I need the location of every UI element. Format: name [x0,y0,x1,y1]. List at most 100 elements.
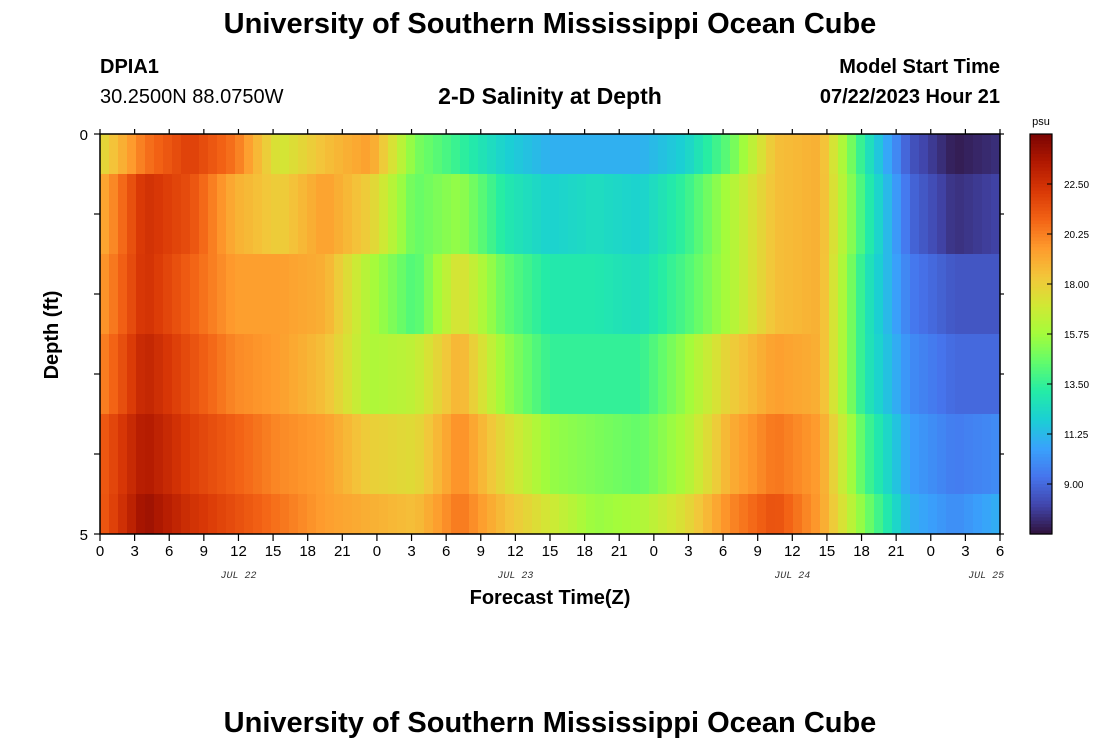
heatmap-cell [136,254,146,334]
heatmap-cell [523,494,533,534]
heatmap-cell [550,254,560,334]
heatmap-cell [442,174,452,254]
heatmap-cell [955,414,965,494]
colorbar-segment [1030,524,1052,528]
heatmap-cell [370,334,380,414]
colorbar-segment [1030,397,1052,402]
heatmap-cell [433,494,443,534]
colorbar-segment [1030,290,1052,295]
heatmap-cell [568,334,578,414]
heatmap-cell [226,174,236,254]
x-tick-label: 6 [165,543,173,560]
heatmap-cell [487,134,497,174]
heatmap-cell [946,134,956,174]
heatmap-cell [820,414,830,494]
heatmap-cell [298,174,308,254]
heatmap-cell [568,494,578,534]
heatmap-cell [676,134,686,174]
x-tick-label: 12 [230,543,247,560]
heatmap-cell [577,334,587,414]
colorbar-segment [1030,497,1052,502]
heatmap-cell [775,134,785,174]
heatmap-cell [370,254,380,334]
heatmap-cell [622,414,632,494]
heatmap-cell [964,174,974,254]
colorbar-segment [1030,530,1052,535]
heatmap-cell [595,134,605,174]
heatmap-cell [460,414,470,494]
x-tick-label: 18 [299,543,316,560]
colorbar-segment [1030,314,1052,318]
colorbar-segment [1030,414,1052,418]
heatmap-cell [946,174,956,254]
heatmap-cell [685,134,695,174]
heatmap-cell [280,174,290,254]
heatmap-cell [559,254,569,334]
heatmap-cell [928,174,938,254]
heatmap-cell [694,134,704,174]
heatmap-cell [784,174,794,254]
heatmap-cell [928,414,938,494]
heatmap-cell [658,254,668,334]
heatmap-cell [478,494,488,534]
colorbar-segment [1030,430,1052,435]
heatmap-cell [865,134,875,174]
heatmap-cell [640,414,650,494]
heatmap-cell [667,334,677,414]
colorbar-segment [1030,134,1052,138]
heatmap-cell [172,334,182,414]
heatmap-cell [406,414,416,494]
heatmap-cell [766,174,776,254]
heatmap-cell [181,254,191,334]
x-tick-label: 9 [754,543,762,560]
heatmap-cell [568,414,578,494]
heatmap-cell [352,254,362,334]
heatmap-cell [964,134,974,174]
colorbar-segment [1030,474,1052,478]
heatmap-cell [640,334,650,414]
heatmap-cell [505,254,515,334]
heatmap-cell [235,494,245,534]
heatmap-cell [442,254,452,334]
colorbar-segment [1030,424,1052,428]
heatmap-cell [838,254,848,334]
heatmap-cell [388,494,398,534]
heatmap-cell [208,254,218,334]
heatmap-cell [253,254,263,334]
heatmap-cell [163,174,173,254]
heatmap-cell [550,134,560,174]
heatmap-cell [946,494,956,534]
colorbar-segment [1030,157,1052,162]
x-tick-label: 0 [373,543,381,560]
heatmap-cell [109,174,119,254]
heatmap-cell [739,334,749,414]
colorbar-segment [1030,144,1052,148]
heatmap-cell [766,334,776,414]
heatmap-cell [730,414,740,494]
heatmap-cell [181,174,191,254]
heatmap-cell [298,134,308,174]
heatmap-cell [937,134,947,174]
plot-title: 2-D Salinity at Depth [438,83,662,109]
heatmap-cell [100,334,110,414]
heatmap-cell [676,254,686,334]
heatmap-cell [100,174,110,254]
heatmap-cell [901,134,911,174]
heatmap-cell [532,134,542,174]
heatmap-cell [577,414,587,494]
heatmap-cell [748,334,758,414]
colorbar-segment [1030,444,1052,448]
heatmap-cell [262,494,272,534]
heatmap-cell [415,254,425,334]
heatmap-cell [217,174,227,254]
x-tick-label: 0 [96,543,104,560]
heatmap-cell [793,414,803,494]
heatmap-cell [118,254,128,334]
heatmap-cell [910,134,920,174]
heatmap [100,134,1001,534]
heatmap-cell [127,174,137,254]
colorbar-segment [1030,320,1052,325]
heatmap-cell [370,494,380,534]
heatmap-cell [226,414,236,494]
x-tick-label: 21 [611,543,628,560]
